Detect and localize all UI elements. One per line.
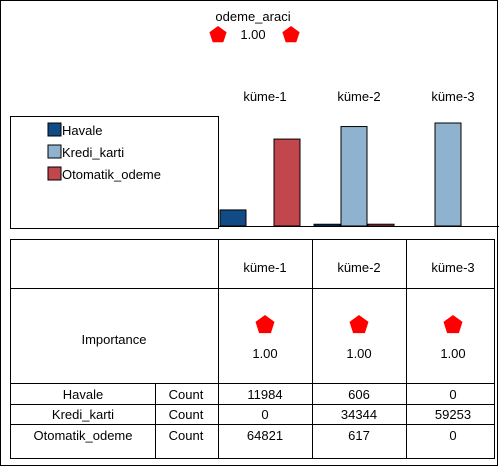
legend-swatch xyxy=(47,144,62,159)
table-cluster-header: küme-1 xyxy=(243,260,286,275)
bar xyxy=(367,223,395,227)
count-cell: 617 xyxy=(348,428,370,443)
bar-groups xyxy=(218,122,499,227)
legend-swatch xyxy=(47,166,62,181)
table-cluster-header: küme-3 xyxy=(431,260,474,275)
legend-label: Havale xyxy=(62,123,102,138)
count-cell: 0 xyxy=(449,387,456,402)
count-cell: 0 xyxy=(261,407,268,422)
bar xyxy=(340,126,368,227)
importance-pentagon-icon xyxy=(255,315,275,334)
chart-cluster-label: küme-1 xyxy=(243,89,286,104)
importance-value: 1.00 xyxy=(346,346,371,361)
importance-label: Importance xyxy=(81,332,146,347)
importance-value: 1.00 xyxy=(252,346,277,361)
count-cell: 11984 xyxy=(247,387,282,402)
row-category-label: Havale xyxy=(63,387,103,402)
table-cluster-headers: küme-1 küme-2 küme-3 xyxy=(243,260,474,275)
table-border xyxy=(10,239,495,459)
importance-pentagon-icon xyxy=(209,26,227,43)
importance-pentagon-icon xyxy=(443,315,463,334)
row-category-label: Kredi_karti xyxy=(52,407,114,422)
count-cell: 606 xyxy=(348,387,370,402)
row-category-label: Otomatik_odeme xyxy=(34,428,133,443)
count-cell: 64821 xyxy=(247,428,283,443)
count-cell: 0 xyxy=(449,428,456,443)
legend: Havale Kredi_karti Otomatik_odeme xyxy=(47,122,161,182)
row-stat-label: Count xyxy=(169,387,204,402)
count-rows: Havale Count 11984 606 0 Kredi_karti Count 0 343… xyxy=(34,387,472,443)
bar xyxy=(313,223,341,227)
row-stat-label: Count xyxy=(169,428,204,443)
importance-pentagon-icon xyxy=(349,315,369,334)
count-cell: 34344 xyxy=(341,407,377,422)
header-importance-value: 1.00 xyxy=(240,27,265,42)
count-cell: 59253 xyxy=(435,407,471,422)
bar xyxy=(434,122,462,227)
legend-swatch xyxy=(47,122,62,137)
bar xyxy=(273,138,301,227)
variable-name: odeme_araci xyxy=(215,9,290,24)
chart-cluster-headers: küme-1 küme-2 küme-3 xyxy=(243,89,474,104)
importance-pentagon-icon xyxy=(282,26,300,43)
legend-box xyxy=(10,116,219,229)
table-grid xyxy=(10,239,495,459)
legend-label: Kredi_karti xyxy=(62,145,124,160)
chart-cluster-label: küme-2 xyxy=(337,89,380,104)
chart-cluster-label: küme-3 xyxy=(431,89,474,104)
bar xyxy=(219,209,247,227)
row-stat-label: Count xyxy=(169,407,204,422)
importance-row: 1.00 1.00 1.00 xyxy=(252,315,466,361)
table-cluster-header: küme-2 xyxy=(337,260,380,275)
importance-value: 1.00 xyxy=(440,346,465,361)
legend-label: Otomatik_odeme xyxy=(62,167,161,182)
